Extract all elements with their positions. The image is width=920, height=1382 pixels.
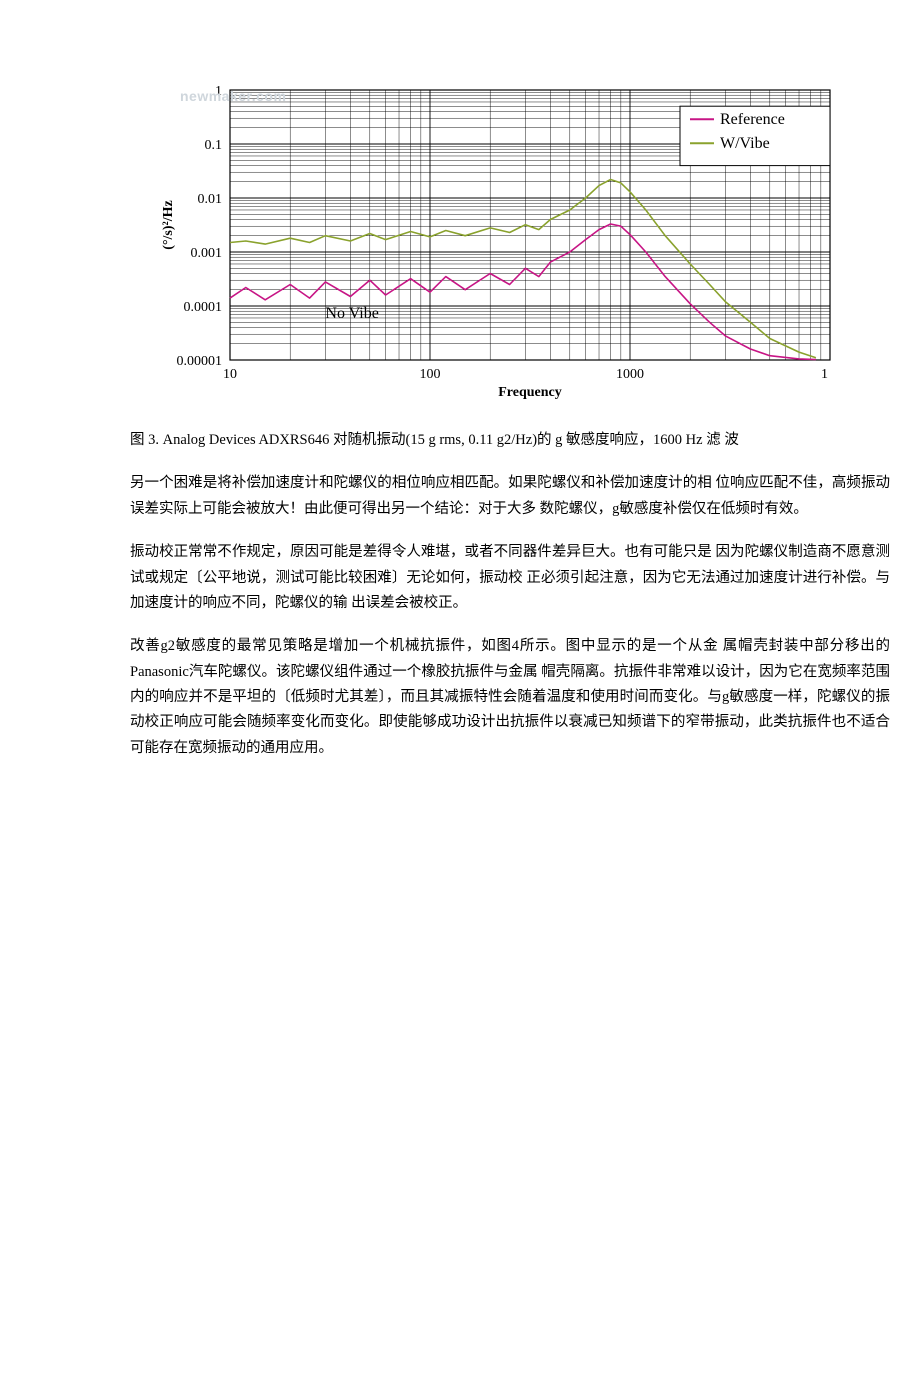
chart-svg: 10100100010.000010.00010.0010.010.11Freq…	[150, 80, 850, 400]
figure-caption: 图 3. Analog Devices ADXRS646 对随机振动(15 g …	[130, 428, 890, 453]
svg-text:Frequency: Frequency	[498, 385, 562, 400]
svg-text:0.01: 0.01	[198, 192, 223, 207]
svg-text:100: 100	[420, 367, 441, 382]
svg-text:1: 1	[821, 367, 828, 382]
svg-text:No Vibe: No Vibe	[325, 305, 378, 322]
body-text: 图 3. Analog Devices ADXRS646 对随机振动(15 g …	[130, 428, 890, 761]
paragraph-1: 另一个困难是将补偿加速度计和陀螺仪的相位响应相匹配。如果陀螺仪和补偿加速度计的相…	[130, 471, 890, 522]
paragraph-2: 振动校正常常不作规定，原因可能是差得令人难堪，或者不同器件差异巨大。也有可能只是…	[130, 540, 890, 616]
paragraph-3: 改善g2敏感度的最常见策略是增加一个机械抗振件，如图4所示。图中显示的是一个从金…	[130, 634, 890, 761]
svg-text:W/Vibe: W/Vibe	[720, 135, 770, 152]
svg-text:0.0001: 0.0001	[184, 300, 223, 315]
svg-text:0.00001: 0.00001	[177, 354, 223, 369]
figure-3-chart: newmaker.com 10 100 1000 1 0.00001 0.0001 0.00…	[150, 80, 850, 400]
svg-text:(°/s)²/Hz: (°/s)²/Hz	[161, 200, 176, 249]
svg-text:1000: 1000	[616, 367, 644, 382]
svg-text:Reference: Reference	[720, 111, 785, 128]
watermark-text: newmaker.com	[180, 88, 286, 104]
svg-text:0.1: 0.1	[205, 138, 223, 153]
svg-text:10: 10	[223, 367, 237, 382]
svg-text:0.001: 0.001	[191, 246, 223, 261]
